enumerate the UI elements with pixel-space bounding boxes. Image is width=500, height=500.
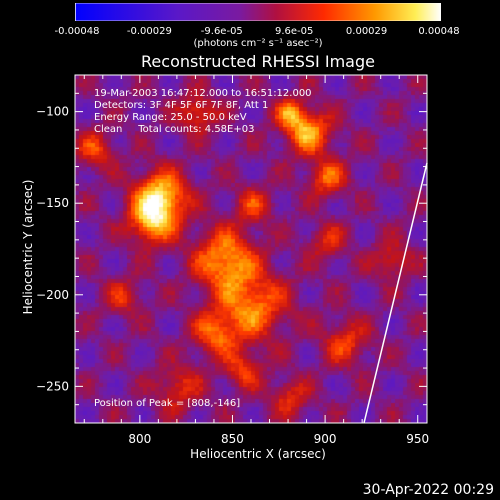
colorbar-tick-label: -0.00029: [126, 26, 172, 37]
colorbar-tick-label: 9.6e-05: [274, 26, 314, 37]
heatmap-image: [75, 75, 427, 423]
colorbar: [75, 3, 441, 21]
colorbar-units: (photons cm⁻² s⁻¹ asec⁻²): [193, 38, 323, 49]
annotation-time: 19-Mar-2003 16:47:12.000 to 16:51:12.000: [94, 88, 312, 99]
y-tick-label: −250: [36, 379, 69, 393]
y-axis-label: Heliocentric Y (arcsec): [21, 179, 35, 315]
solar-limb-line: [363, 162, 428, 424]
x-tick-label: 900: [314, 432, 337, 446]
y-tick-label: −200: [36, 288, 69, 302]
y-tick-label: −100: [36, 105, 69, 119]
annotation-detectors: Detectors: 3F 4F 5F 6F 7F 8F, Att 1: [94, 100, 269, 111]
colorbar-tick-label: -0.00048: [54, 26, 100, 37]
colorbar-tick-label: -9.6e-05: [200, 26, 243, 37]
annotation-energy: Energy Range: 25.0 - 50.0 keV: [94, 112, 247, 123]
x-tick-label: 800: [128, 432, 151, 446]
y-tick-label: −150: [36, 196, 69, 210]
x-tick-label: 950: [406, 432, 429, 446]
x-tick-label: 850: [221, 432, 244, 446]
chart-title: Reconstructed RHESSI Image: [141, 52, 375, 71]
annotation-clean: Clean Total counts: 4.58E+03: [94, 124, 255, 135]
colorbar-tick-label: 0.00029: [345, 26, 388, 37]
footer-date: 30-Apr-2022 00:29: [362, 482, 494, 498]
x-axis-label: Heliocentric X (arcsec): [190, 447, 326, 461]
peak-position-label: Position of Peak = [808,-146]: [94, 398, 241, 409]
colorbar-tick-label: 0.00048: [418, 26, 460, 37]
